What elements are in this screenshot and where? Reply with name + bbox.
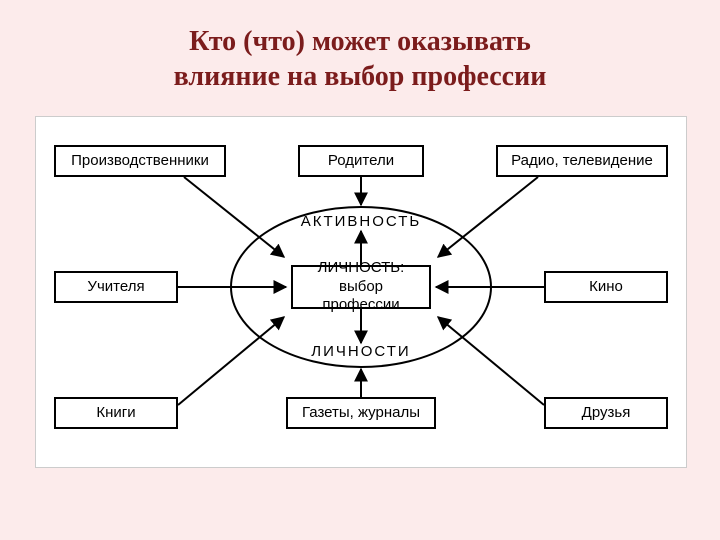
- center-node: ЛИЧНОСТЬ: выбор профессии: [291, 265, 431, 309]
- node-n3: Радио, телевидение: [496, 145, 668, 177]
- node-n1: Производственники: [54, 145, 226, 177]
- node-n6: Книги: [54, 397, 178, 429]
- ellipse-label-bottom: ЛИЧНОСТИ: [261, 343, 461, 360]
- node-n2: Родители: [298, 145, 424, 177]
- influence-diagram: АКТИВНОСТЬ ЛИЧНОСТИ Производственники Род…: [35, 116, 687, 468]
- page-title: Кто (что) может оказывать влияние на выб…: [0, 24, 720, 94]
- title-line-2: влияние на выбор профессии: [174, 61, 547, 92]
- node-n5: Кино: [544, 271, 668, 303]
- title-line-1: Кто (что) может оказывать: [189, 26, 531, 57]
- node-n4: Учителя: [54, 271, 178, 303]
- ellipse-label-top: АКТИВНОСТЬ: [261, 213, 461, 230]
- node-n7: Газеты, журналы: [286, 397, 436, 429]
- node-n8: Друзья: [544, 397, 668, 429]
